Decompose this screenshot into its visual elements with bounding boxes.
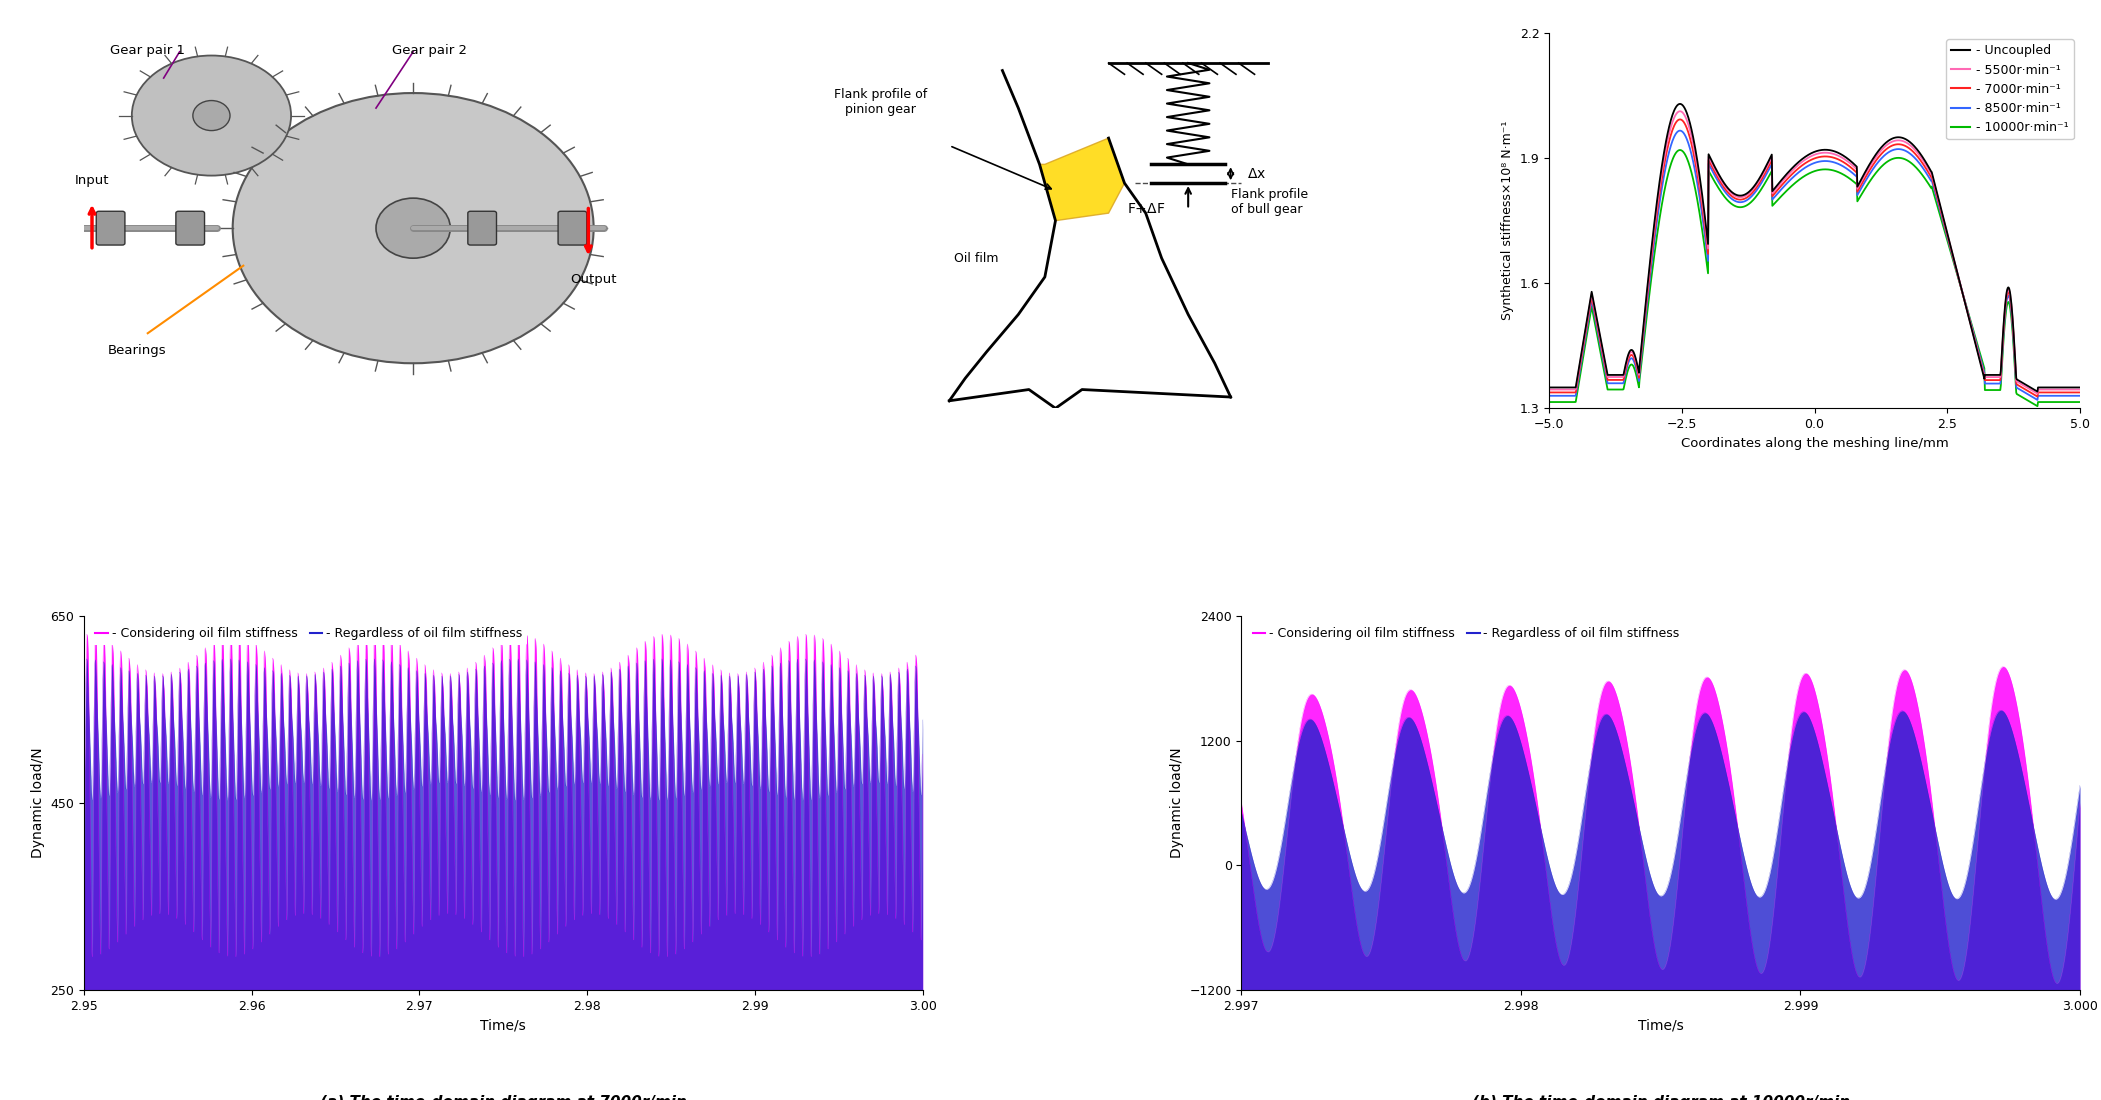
5500r·min⁻¹ [1590, 349, 1616, 362]
Text: Oil film: Oil film [954, 252, 998, 265]
FancyBboxPatch shape [97, 211, 124, 245]
10000r·min⁻¹ [1952, 290, 1977, 304]
X-axis label: Coordinates along the meshing line/mm: Coordinates along the meshing line/mm [1681, 437, 1948, 450]
Uncoupled [1536, 381, 1561, 394]
7000r·min⁻¹ [1952, 290, 1977, 304]
8500r·min⁻¹ [1952, 290, 1977, 304]
Y-axis label: Dynamic load/N: Dynamic load/N [1170, 748, 1183, 858]
5500r·min⁻¹ [1960, 327, 1985, 340]
Line: 8500r·min⁻¹: 8500r·min⁻¹ [1548, 131, 2080, 400]
10000r·min⁻¹ [1536, 395, 1561, 408]
10000r·min⁻¹ [1771, 187, 1796, 200]
Text: (a) The time-domain diagram at 7000r/min: (a) The time-domain diagram at 7000r/min [319, 1094, 687, 1100]
7000r·min⁻¹ [2025, 390, 2051, 404]
5500r·min⁻¹ [2067, 383, 2093, 396]
5500r·min⁻¹ [2025, 387, 2051, 400]
Ellipse shape [233, 94, 595, 363]
Uncoupled [1590, 346, 1616, 360]
Ellipse shape [132, 55, 292, 176]
Text: Output: Output [569, 273, 618, 286]
Uncoupled [1901, 140, 1927, 153]
FancyBboxPatch shape [559, 211, 586, 245]
Text: F+$\Delta$F: F+$\Delta$F [1126, 202, 1164, 216]
Text: Gear pair 1: Gear pair 1 [109, 44, 185, 57]
10000r·min⁻¹ [1752, 177, 1777, 190]
8500r·min⁻¹ [1590, 354, 1616, 367]
Text: Flank profile of
pinion gear: Flank profile of pinion gear [834, 88, 927, 116]
Polygon shape [1040, 139, 1124, 221]
Legend: - Considering oil film stiffness, - Regardless of oil film stiffness: - Considering oil film stiffness, - Rega… [90, 623, 527, 646]
8500r·min⁻¹ [1668, 124, 1693, 138]
Y-axis label: Synthetical stiffness×10⁸ N·m⁻¹: Synthetical stiffness×10⁸ N·m⁻¹ [1500, 121, 1515, 320]
7000r·min⁻¹ [1771, 177, 1796, 190]
Line: 7000r·min⁻¹: 7000r·min⁻¹ [1548, 120, 2080, 397]
Line: 5500r·min⁻¹: 5500r·min⁻¹ [1548, 111, 2080, 394]
Uncoupled [2025, 385, 2051, 398]
FancyBboxPatch shape [469, 211, 496, 245]
Line: Uncoupled: Uncoupled [1548, 103, 2080, 392]
10000r·min⁻¹ [1668, 143, 1693, 156]
7000r·min⁻¹ [1536, 386, 1561, 399]
X-axis label: Time/s: Time/s [1639, 1019, 1683, 1032]
7000r·min⁻¹ [1901, 146, 1927, 160]
Uncoupled [1771, 172, 1796, 185]
8500r·min⁻¹ [2067, 389, 2093, 403]
Legend: - Considering oil film stiffness, - Regardless of oil film stiffness: - Considering oil film stiffness, - Rega… [1248, 623, 1685, 646]
8500r·min⁻¹ [1771, 180, 1796, 194]
8500r·min⁻¹ [1752, 172, 1777, 185]
5500r·min⁻¹ [1752, 165, 1777, 178]
Text: Bearings: Bearings [107, 344, 166, 358]
Y-axis label: Dynamic load/N: Dynamic load/N [32, 748, 44, 858]
Legend: - Uncoupled, - 5500r·min⁻¹, - 7000r·min⁻¹, - 8500r·min⁻¹, - 10000r·min⁻¹: - Uncoupled, - 5500r·min⁻¹, - 7000r·min⁻… [1946, 40, 2074, 140]
Ellipse shape [376, 198, 450, 258]
5500r·min⁻¹ [1901, 142, 1927, 155]
7000r·min⁻¹ [1960, 327, 1985, 340]
7000r·min⁻¹ [1590, 351, 1616, 364]
Line: 10000r·min⁻¹: 10000r·min⁻¹ [1548, 150, 2080, 406]
Text: (b) The time-domain diagram at 10000r/min: (b) The time-domain diagram at 10000r/mi… [1471, 1094, 1849, 1100]
5500r·min⁻¹ [1771, 174, 1796, 187]
10000r·min⁻¹ [1960, 323, 1985, 337]
5500r·min⁻¹ [1536, 383, 1561, 396]
Uncoupled [1668, 97, 1693, 110]
Ellipse shape [193, 100, 229, 131]
8500r·min⁻¹ [1960, 326, 1985, 339]
Uncoupled [1952, 290, 1977, 304]
FancyBboxPatch shape [176, 211, 204, 245]
Text: $\Delta$x: $\Delta$x [1246, 167, 1265, 180]
7000r·min⁻¹ [2067, 386, 2093, 399]
10000r·min⁻¹ [2025, 399, 2051, 412]
8500r·min⁻¹ [1536, 389, 1561, 403]
5500r·min⁻¹ [1668, 104, 1693, 118]
Uncoupled [1752, 163, 1777, 176]
10000r·min⁻¹ [1901, 160, 1927, 173]
8500r·min⁻¹ [1901, 151, 1927, 164]
10000r·min⁻¹ [1590, 361, 1616, 374]
Text: Input: Input [76, 174, 109, 187]
10000r·min⁻¹ [2067, 395, 2093, 408]
7000r·min⁻¹ [1752, 168, 1777, 182]
5500r·min⁻¹ [1952, 290, 1977, 304]
Uncoupled [2067, 381, 2093, 394]
7000r·min⁻¹ [1668, 113, 1693, 127]
Uncoupled [1960, 328, 1985, 341]
X-axis label: Time/s: Time/s [481, 1019, 525, 1032]
8500r·min⁻¹ [2025, 394, 2051, 407]
Text: Flank profile
of bull gear: Flank profile of bull gear [1231, 188, 1307, 216]
Text: Gear pair 2: Gear pair 2 [391, 44, 466, 57]
